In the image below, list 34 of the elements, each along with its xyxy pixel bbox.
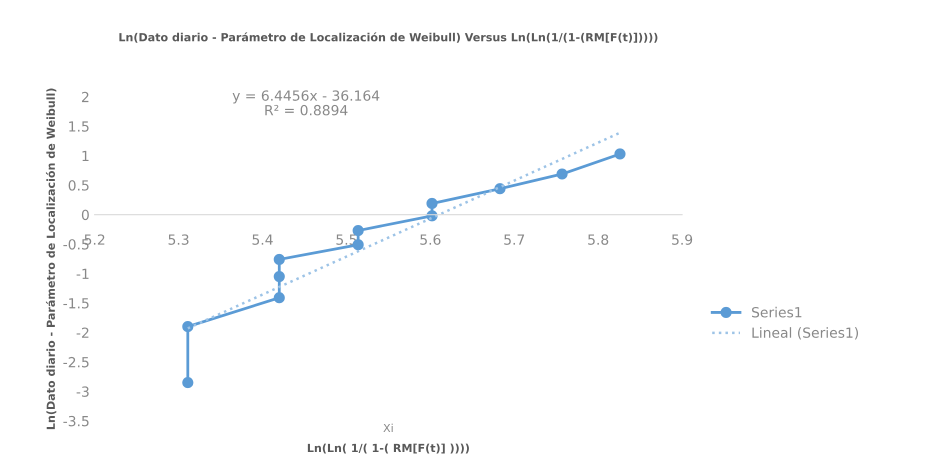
x-tick-label: 5.8: [588, 234, 608, 245]
y-tick-label: 2: [82, 92, 88, 102]
point: [352, 225, 364, 236]
x-tick-label: 5.9: [672, 234, 692, 245]
x-axis-title: Ln(Ln( 1/( 1-( RM[F(t)] )))): [308, 444, 469, 454]
y-axis-title: Ln(Dato diario - Parámetro de Localización de Weibull): [46, 88, 56, 430]
y-tick-label: -1.5: [63, 298, 89, 309]
legend-label: Series1: [752, 306, 802, 318]
y-tick-label: -2: [76, 327, 88, 338]
x-tick-label: 5.7: [504, 234, 524, 245]
point: [182, 377, 194, 388]
point: [274, 254, 285, 265]
text: Xi: [383, 424, 393, 432]
y-tick-label: -1: [76, 268, 89, 279]
legend-label: Lineal (Series1): [752, 327, 858, 340]
x-tick-label: 5.4: [252, 234, 273, 245]
point: [274, 292, 285, 304]
y-tick-label: 1.5: [69, 121, 89, 132]
y-tick-label: 0: [82, 210, 89, 220]
point: [556, 168, 568, 180]
x-tick-label: 5.6: [420, 234, 440, 245]
chart-title: Ln(Dato diario - Parámetro de Localización de Weibull) Versus Ln(Ln(1/(1-(RM[F(t)])))): [119, 32, 658, 43]
y-tick-label: 0.5: [68, 180, 89, 191]
annotation: y = 6.4456x - 36.164: [232, 90, 380, 104]
y-tick-label: 1: [82, 150, 89, 162]
point: [614, 148, 626, 160]
point: [274, 270, 285, 282]
y-tick-label: -3.5: [63, 416, 89, 426]
x-tick-label: 5.3: [168, 234, 189, 245]
point: [426, 198, 438, 210]
y-tick-label: -3: [76, 386, 89, 397]
point: [182, 321, 194, 332]
y-tick-label: -2.5: [63, 356, 89, 368]
annotation: R² = 0.8894: [265, 104, 348, 116]
